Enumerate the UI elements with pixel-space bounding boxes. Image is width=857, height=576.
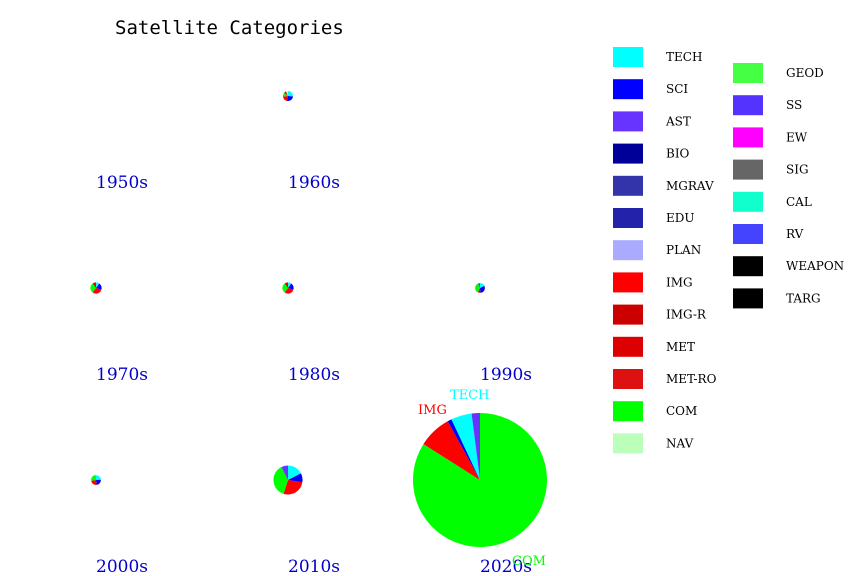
pie-slice-2000s-sci	[96, 479, 101, 485]
legend-swatch-plan	[613, 240, 643, 261]
decade-label-2020s: 2020s	[480, 557, 532, 576]
legend-swatch-bio	[613, 143, 643, 164]
pie-slice-2010s-com	[273, 467, 288, 494]
pie-slice-1990s-com	[475, 283, 480, 293]
pie-slice-1960s-tech	[288, 91, 293, 97]
pie-label-tech: TECH	[450, 388, 489, 403]
pie-slice-1990s-ast	[478, 283, 480, 288]
pie-slice-1980s-img	[284, 288, 294, 294]
pie-slice-2000s-tech	[96, 475, 101, 480]
legend-swatch-sig	[733, 159, 763, 180]
pie-slice-1970s-img	[92, 288, 102, 294]
pie-slice-1960s-nav	[285, 91, 288, 96]
legend-swatch-mgrav	[613, 175, 643, 196]
legend-label-sig: SIG	[786, 163, 809, 177]
legend-label-tech: TECH	[666, 50, 702, 64]
legend-swatch-edu	[613, 208, 643, 228]
decade-label-2000s: 2000s	[96, 557, 148, 576]
legend-label-sci: SCI	[666, 82, 688, 96]
pie-slice-1970s-met	[92, 282, 96, 288]
legend-label-nav: NAV	[666, 436, 694, 450]
pie-slice-2010s-ast	[281, 465, 288, 480]
pie-slice-2000s-com	[91, 475, 96, 481]
legend-swatch-rv	[733, 224, 763, 244]
legend-label-met-ro: MET-RO	[666, 372, 717, 386]
pie-label-img: IMG	[418, 403, 447, 418]
legend-swatch-com	[613, 401, 643, 422]
legend-swatch-sci	[613, 79, 643, 100]
legend-label-bio: BIO	[666, 147, 690, 161]
pie-slice-1960s-com	[283, 92, 288, 97]
legend-swatch-nav	[613, 433, 643, 454]
legend-label-targ: TARG	[786, 291, 821, 305]
decade-label-1990s: 1990s	[480, 365, 532, 385]
legend-swatch-ast	[613, 111, 643, 132]
legend-swatch-geod	[733, 63, 763, 83]
legend-label-ss: SS	[786, 98, 802, 112]
legend-swatch-img	[613, 272, 643, 293]
decade-label-1960s: 1960s	[288, 173, 340, 193]
legend-swatch-met	[613, 336, 643, 357]
legend-swatch-weapon	[733, 256, 763, 277]
pie-slice-2020s-ast	[471, 413, 480, 480]
pie-slice-1990s-img	[477, 288, 481, 293]
pie-slice-1960s-met	[284, 91, 288, 96]
decade-label-1970s: 1970s	[96, 365, 148, 385]
legend-label-com: COM	[666, 404, 697, 418]
legend-swatch-met-ro	[613, 369, 643, 389]
decade-label-1950s: 1950s	[96, 173, 148, 193]
pie-slice-1970s-com	[90, 283, 96, 293]
legend-label-img-r: IMG-R	[666, 308, 707, 322]
decade-label-2010s: 2010s	[288, 557, 340, 576]
legend-label-geod: GEOD	[786, 66, 824, 80]
legend-label-mgrav: MGRAV	[666, 179, 714, 193]
pie-slice-2010s-img	[283, 480, 303, 495]
pie-slice-1980s-sci	[288, 283, 294, 290]
pie-slice-1990s-sci	[480, 285, 485, 293]
pie-slice-1970s-sci	[96, 283, 102, 290]
pie-slice-2010s-sci	[288, 473, 303, 483]
pie-slice-1990s-tech	[480, 283, 485, 288]
legend-label-edu: EDU	[666, 211, 695, 225]
pie-slice-2020s-sci	[447, 419, 480, 480]
pie-slice-1980s-com	[282, 283, 288, 293]
legend-label-ew: EW	[786, 130, 808, 144]
legend-label-img: IMG	[666, 275, 693, 289]
legend: TECH SCI AST BIO MGRAV EDU PLAN IMG IMG-R MET MET-…	[613, 47, 844, 454]
legend-swatch-targ	[733, 288, 763, 309]
pie-slice-2020s-tech	[451, 413, 480, 480]
legend-swatch-cal	[733, 191, 763, 212]
pie-slice-1960s-sci	[286, 96, 293, 102]
legend-label-cal: CAL	[786, 195, 812, 209]
pie-label-com: COM	[512, 554, 546, 569]
pie-slice-2010s-tech	[288, 465, 301, 480]
pie-slice-1980s-tech	[288, 282, 292, 288]
legend-swatch-ss	[733, 95, 763, 116]
legend-swatch-img-r	[613, 304, 643, 325]
pie-slice-1980s-met	[284, 282, 288, 288]
decade-label-1980s: 1980s	[288, 365, 340, 385]
pie-group	[90, 91, 547, 547]
legend-label-weapon: WEAPON	[786, 259, 844, 273]
pie-slice-2000s-img	[91, 480, 97, 485]
pie-slice-1960s-img	[283, 96, 288, 101]
legend-label-met: MET	[666, 340, 695, 354]
pie-slice-2020s-img	[423, 421, 480, 480]
legend-label-plan: PLAN	[666, 243, 701, 257]
pie-slice-1970s-tech	[96, 282, 100, 288]
legend-swatch-ew	[733, 127, 763, 148]
legend-label-rv: RV	[786, 227, 804, 241]
legend-swatch-tech	[613, 47, 643, 67]
chart-title: Satellite Categories	[115, 17, 344, 39]
legend-label-ast: AST	[665, 114, 691, 128]
